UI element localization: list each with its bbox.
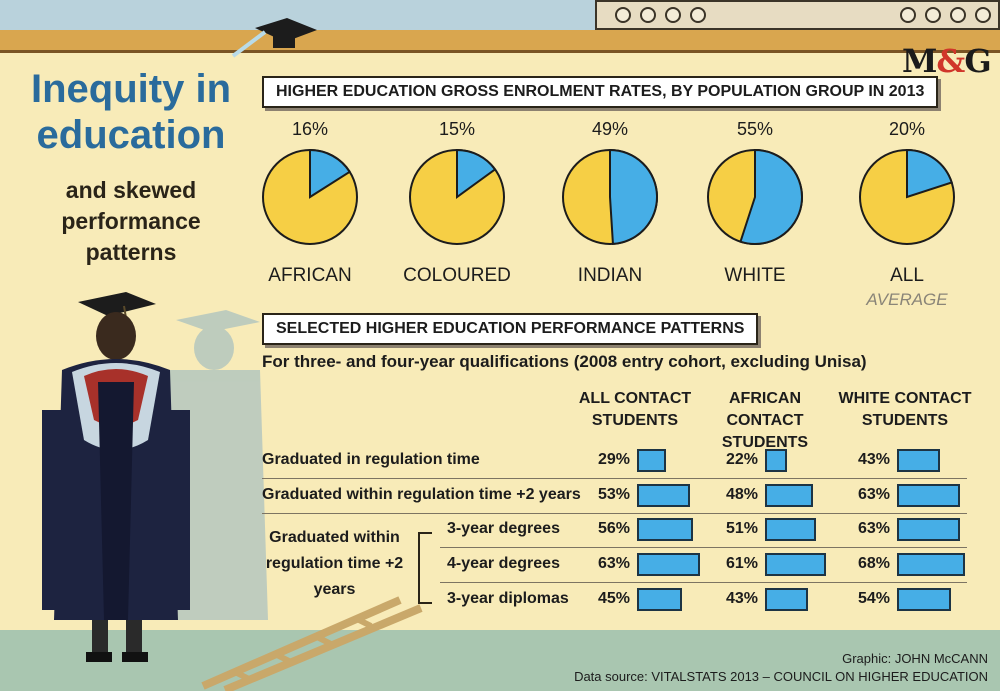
performance-bar xyxy=(637,518,693,541)
pie-chart xyxy=(859,148,955,245)
performance-bar xyxy=(637,484,690,507)
performance-bar xyxy=(637,553,700,576)
scroll-ornament xyxy=(900,7,916,23)
pie-category-label: AFRICAN xyxy=(268,265,352,286)
pie-category-label: ALL xyxy=(890,265,924,286)
page-title: Inequity in education xyxy=(12,66,250,158)
pie-chart xyxy=(409,148,505,245)
title-line-1: Inequity in xyxy=(31,67,231,111)
bar-value-label: 61% xyxy=(725,555,758,572)
bar-value-label: 43% xyxy=(857,451,890,468)
row-label: 3-year diplomas xyxy=(447,590,569,607)
column-header: ALL CONTACT STUDENTS xyxy=(578,390,692,429)
performance-bar xyxy=(765,449,787,472)
pie-share-slice xyxy=(456,148,497,199)
bar-value-label: 63% xyxy=(597,555,630,572)
scroll-ornament xyxy=(925,7,941,23)
pie-percent-label: 15% xyxy=(438,119,476,139)
performance-bar xyxy=(897,518,960,541)
pie-share-slice xyxy=(609,148,658,245)
pie-category-note: AVERAGE xyxy=(866,290,948,309)
column-header: WHITE CONTACT STUDENTS xyxy=(838,390,972,429)
performance-bar xyxy=(897,588,951,611)
pie-chart xyxy=(707,148,803,245)
scroll-ornament xyxy=(975,7,991,23)
logo-ampersand: & xyxy=(936,42,965,80)
page-subtitle: and skewed performance patterns xyxy=(12,175,250,268)
bar-value-label: 54% xyxy=(857,590,890,607)
floor xyxy=(0,630,1000,691)
logo-right: G xyxy=(964,42,991,80)
pie-chart xyxy=(262,148,358,245)
subtitle-line-3: patterns xyxy=(85,239,177,265)
bar-value-label: 63% xyxy=(857,486,890,503)
performance-bar xyxy=(765,588,808,611)
enrolment-section-heading: HIGHER EDUCATION GROSS ENROLMENT RATES, … xyxy=(262,76,939,108)
row-label: Graduated within regulation time +2 year… xyxy=(262,486,581,503)
pie-category-label: WHITE xyxy=(724,265,786,286)
bar-value-label: 56% xyxy=(597,520,630,537)
performance-bar xyxy=(897,449,940,472)
bar-value-label: 53% xyxy=(597,486,630,503)
pie-category-label: COLOURED xyxy=(403,265,511,286)
scroll-ornament xyxy=(615,7,631,23)
graphic-credit: Graphic: JOHN McCANN xyxy=(842,651,988,666)
row-divider xyxy=(440,547,967,548)
wall-stripe xyxy=(0,30,1000,53)
bar-value-label: 43% xyxy=(725,590,758,607)
bar-value-label: 51% xyxy=(725,520,758,537)
performance-note: For three- and four-year qualifications … xyxy=(262,352,867,371)
scroll-ornament xyxy=(665,7,681,23)
row-divider xyxy=(440,582,967,583)
scroll-ornament xyxy=(640,7,656,23)
bar-value-label: 29% xyxy=(597,451,630,468)
group-label: Graduated within regulation time +2 year… xyxy=(265,529,404,598)
bar-value-label: 45% xyxy=(597,590,630,607)
pie-share-slice xyxy=(739,148,803,245)
pie-percent-label: 20% xyxy=(888,119,926,139)
bar-value-label: 48% xyxy=(725,486,758,503)
performance-bar xyxy=(765,553,826,576)
pie-chart xyxy=(562,148,658,245)
pie-share-slice xyxy=(906,148,953,199)
logo-left: M xyxy=(902,42,937,80)
scroll-ornament xyxy=(950,7,966,23)
bar-value-label: 68% xyxy=(857,555,890,572)
pie-percent-label: 55% xyxy=(736,119,774,139)
mg-logo: M&G xyxy=(902,42,992,80)
performance-bar xyxy=(765,484,813,507)
performance-bar xyxy=(897,553,965,576)
pie-share-slice xyxy=(309,148,352,199)
bar-value-label: 22% xyxy=(725,451,758,468)
subtitle-line-1: and skewed xyxy=(65,177,197,203)
row-label: 4-year degrees xyxy=(447,555,560,572)
pie-percent-label: 49% xyxy=(591,119,629,139)
row-label: Graduated in regulation time xyxy=(262,451,480,468)
performance-bar xyxy=(637,449,666,472)
title-line-2: education xyxy=(36,113,226,157)
graduate-illustration xyxy=(42,292,268,662)
pie-category-label: INDIAN xyxy=(577,265,643,286)
performance-bar xyxy=(637,588,682,611)
bar-value-label: 63% xyxy=(857,520,890,537)
group-bracket xyxy=(418,532,432,604)
row-divider xyxy=(262,478,967,479)
row-divider xyxy=(262,513,967,514)
scroll-ornament xyxy=(690,7,706,23)
subtitle-line-2: performance xyxy=(61,208,201,234)
pie-percent-label: 16% xyxy=(291,119,329,139)
data-source-credit: Data source: VITALSTATS 2013 – COUNCIL O… xyxy=(574,669,988,684)
column-header: AFRICAN CONTACT STUDENTS xyxy=(721,390,809,451)
row-label: 3-year degrees xyxy=(447,520,560,537)
performance-bar xyxy=(897,484,960,507)
ladder-illustration xyxy=(201,596,423,691)
mortarboard-cap-icon xyxy=(231,18,317,58)
performance-bar xyxy=(765,518,816,541)
performance-section-heading: SELECTED HIGHER EDUCATION PERFORMANCE PA… xyxy=(262,313,759,345)
